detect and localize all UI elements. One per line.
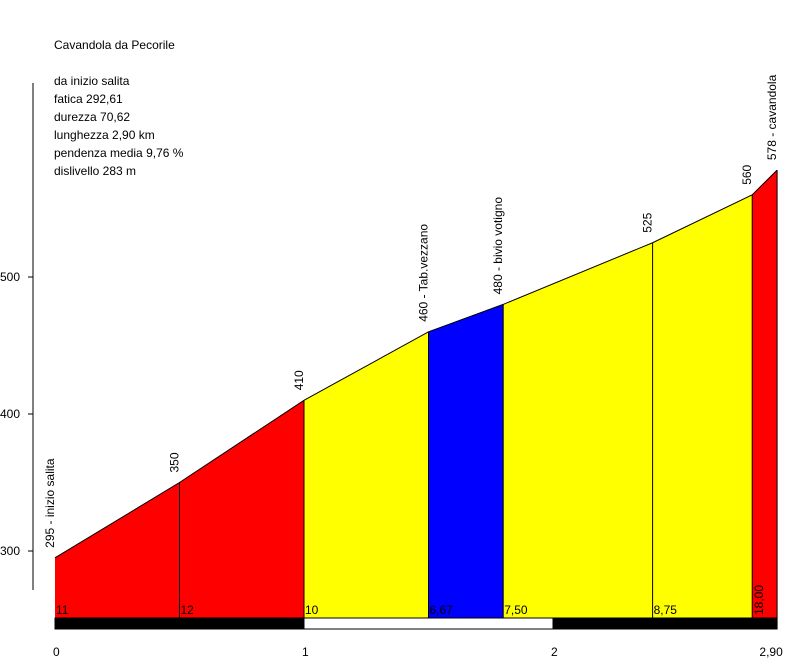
- point-label-4: 460 - Tab.vezzano: [417, 224, 431, 322]
- profile-segment-5: [503, 242, 653, 618]
- km-bar-3: [552, 617, 778, 630]
- gradient-label-5: 7,50: [504, 603, 528, 617]
- info-fatica: fatica 292,61: [54, 92, 123, 106]
- km-bar-2: [303, 617, 554, 630]
- profile-segment-3: [304, 331, 429, 618]
- info-pendenza-media: pendenza media 9,76 %: [54, 146, 184, 160]
- gradient-label-7: 18,00: [752, 585, 766, 615]
- point-label-6: 525: [641, 212, 655, 232]
- gradient-label-2: 12: [181, 603, 195, 617]
- x-tick-label-4: 2,90: [759, 645, 783, 659]
- gradient-label-4: 6,67: [430, 603, 454, 617]
- y-tick-label-500: 500: [0, 270, 20, 284]
- point-label-1: 295 - inizio salita: [43, 458, 57, 548]
- info-heading: da inizio salita: [54, 74, 130, 88]
- profile-outline: [54, 169, 778, 559]
- gradient-label-1: 11: [56, 603, 69, 617]
- profile-segment-4: [428, 304, 504, 618]
- x-tick-label-2: 1: [302, 645, 309, 659]
- x-tick-label-1: 0: [53, 645, 60, 659]
- info-lunghezza: lunghezza 2,90 km: [54, 128, 155, 142]
- gradient-label-6: 8,75: [654, 603, 678, 617]
- y-tick-label-300: 300: [0, 544, 20, 558]
- profile-segment-7: [752, 170, 778, 618]
- point-label-5: 480 - bivio votigno: [491, 197, 505, 295]
- chart-title: Cavandola da Pecorile: [54, 38, 175, 52]
- point-label-2: 350: [168, 452, 182, 472]
- x-tick-label-3: 2: [551, 645, 558, 659]
- point-label-7: 560: [740, 164, 754, 184]
- info-durezza: durezza 70,62: [54, 110, 131, 124]
- profile-segment-1: [55, 482, 180, 618]
- point-label-8: 578 - cavandola: [765, 74, 779, 160]
- info-dislivello: dislivello 283 m: [54, 164, 137, 178]
- y-tick-label-400: 400: [0, 407, 20, 421]
- profile-segment-2: [179, 400, 304, 618]
- km-bar-1: [54, 617, 305, 630]
- point-label-3: 410: [292, 370, 306, 390]
- profile-segment-6: [652, 194, 753, 619]
- gradient-label-3: 10: [305, 603, 319, 617]
